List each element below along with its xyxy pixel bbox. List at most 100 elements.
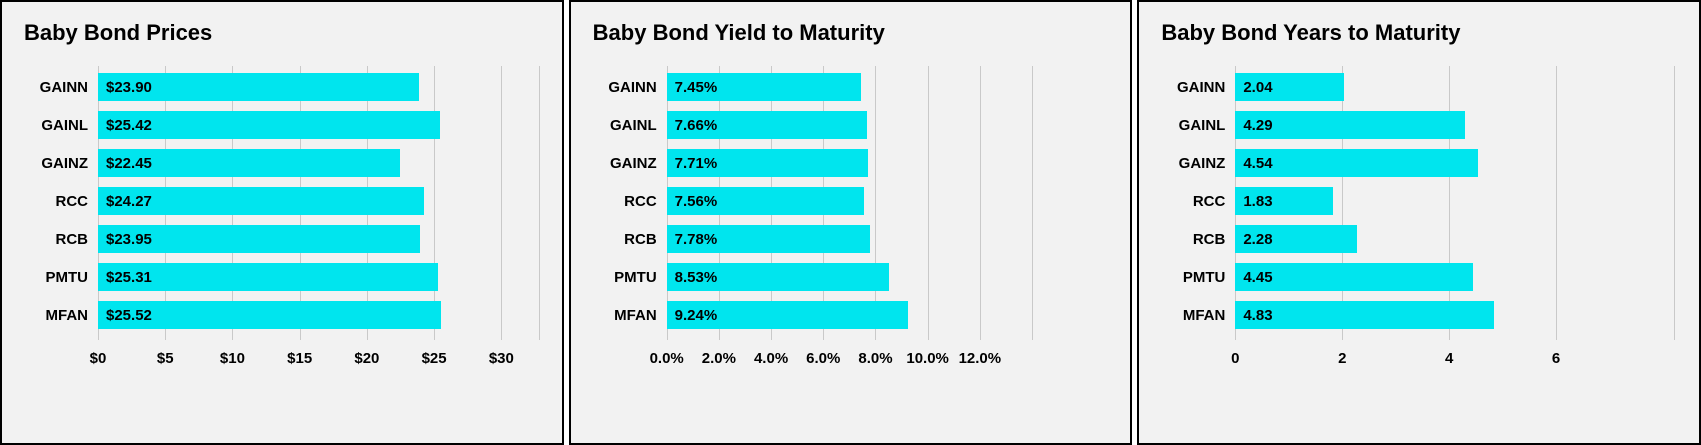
gridline xyxy=(927,66,929,341)
bar-row: GAINL 7.66% xyxy=(591,106,1111,144)
gridline xyxy=(538,66,540,341)
bar-track: $25.52 xyxy=(98,301,542,330)
bar-row: GAINN $23.90 xyxy=(22,68,542,106)
bar: $23.90 xyxy=(98,73,420,102)
bar-row: RCB 2.28 xyxy=(1159,220,1679,258)
bar-track: 7.78% xyxy=(666,225,1111,254)
bar-track: $25.42 xyxy=(98,111,542,140)
gridline xyxy=(1556,66,1558,341)
bar-track: 4.54 xyxy=(1235,149,1679,178)
bar-track: 1.83 xyxy=(1235,187,1679,216)
bar-value-label: 1.83 xyxy=(1243,192,1273,210)
bar-row: GAINZ 4.54 xyxy=(1159,144,1679,182)
bar-chart-yield: GAINN 7.45% GAINL 7.66% GAINZ 7.71% RCC 7.56% RC… xyxy=(591,66,1111,374)
bar-track: $23.90 xyxy=(98,73,542,102)
bar: $25.52 xyxy=(98,301,442,330)
bar: 4.83 xyxy=(1235,301,1494,330)
bar-track: 7.56% xyxy=(666,187,1111,216)
bar: 1.83 xyxy=(1235,187,1334,216)
x-axis-tick: 2 xyxy=(1338,350,1347,368)
x-axis-tick: $25 xyxy=(421,350,447,368)
chart-panel-prices: Baby Bond Prices GAINN $23.90 GAINL $25.42 G… xyxy=(0,0,564,445)
bar-row: RCC 1.83 xyxy=(1159,182,1679,220)
bar-row: MFAN 4.83 xyxy=(1159,296,1679,334)
bar-value-label: 7.56% xyxy=(674,192,718,210)
gridline xyxy=(979,66,981,341)
x-axis-tick: $15 xyxy=(287,350,313,368)
x-axis-tick: 0 xyxy=(1231,350,1240,368)
bar-value-label: 7.66% xyxy=(674,116,718,134)
bar-track: $22.45 xyxy=(98,149,542,178)
bar: $25.42 xyxy=(98,111,440,140)
gridline xyxy=(1032,66,1034,341)
category-label: RCC xyxy=(624,192,657,210)
bar-track: 7.66% xyxy=(666,111,1111,140)
category-label: RCC xyxy=(55,192,89,210)
x-axis-tick: $20 xyxy=(354,350,380,368)
x-axis-tick: $0 xyxy=(89,350,107,368)
x-axis-tick: 6 xyxy=(1551,350,1561,368)
bar-value-label: $24.27 xyxy=(106,192,152,210)
bar-track: 7.45% xyxy=(666,73,1111,102)
bar-row: GAINN 2.04 xyxy=(1159,68,1679,106)
category-label: GAINZ xyxy=(1178,154,1226,172)
category-label: RCB xyxy=(624,230,657,248)
bar-track: 9.24% xyxy=(666,301,1111,330)
category-label: PMTU xyxy=(1182,268,1226,286)
x-axis-tick: 10.0% xyxy=(906,350,949,368)
category-label: MFAN xyxy=(614,306,657,324)
x-axis-tick: 12.0% xyxy=(958,350,1002,368)
bar-value-label: 7.45% xyxy=(674,78,718,96)
bar: $23.95 xyxy=(98,225,420,254)
category-label: MFAN xyxy=(45,306,89,324)
bar-chart-years: GAINN 2.04 GAINL 4.29 GAINZ 4.54 RCC 1.83 RCB 2.2… xyxy=(1159,66,1679,374)
bar-track: 2.04 xyxy=(1235,73,1679,102)
bar-chart-prices: GAINN $23.90 GAINL $25.42 GAINZ $22.45 RCC $24.… xyxy=(22,66,542,374)
plot-area: GAINN $23.90 GAINL $25.42 GAINZ $22.45 RCC $24.… xyxy=(22,66,542,341)
bar: 4.45 xyxy=(1235,263,1474,292)
x-axis-tick: 4.0% xyxy=(753,350,789,368)
gridline xyxy=(501,66,503,341)
bar-row: PMTU 8.53% xyxy=(591,258,1111,296)
bar-track: 2.28 xyxy=(1235,225,1679,254)
category-label: GAINL xyxy=(1178,116,1226,134)
bar: 4.54 xyxy=(1235,149,1479,178)
plot-area: GAINN 7.45% GAINL 7.66% GAINZ 7.71% RCC 7.56% RC… xyxy=(591,66,1111,341)
bar-value-label: $22.45 xyxy=(106,154,152,172)
bar-track: $24.27 xyxy=(98,187,542,216)
bar-track: 7.71% xyxy=(666,149,1111,178)
bar: 7.56% xyxy=(666,187,864,216)
bar: 7.78% xyxy=(666,225,870,254)
bar-value-label: $25.42 xyxy=(106,116,152,134)
category-label: MFAN xyxy=(1182,306,1226,324)
bar-row: GAINZ 7.71% xyxy=(591,144,1111,182)
x-axis-tick: 6.0% xyxy=(806,350,841,368)
bar-row: RCC 7.56% xyxy=(591,182,1111,220)
bar-value-label: 2.28 xyxy=(1243,230,1273,248)
bar: 7.66% xyxy=(666,111,867,140)
x-axis-tick: 8.0% xyxy=(858,350,893,368)
x-axis-tick: 0.0% xyxy=(649,350,684,368)
bar-track: $25.31 xyxy=(98,263,542,292)
bar-value-label: 4.29 xyxy=(1243,116,1273,134)
bar-track: 4.83 xyxy=(1235,301,1679,330)
bar-value-label: 4.45 xyxy=(1243,268,1273,286)
bar-value-label: 8.53% xyxy=(674,268,718,286)
category-label: RCB xyxy=(55,230,89,248)
chart-title-prices: Baby Bond Prices xyxy=(24,20,213,45)
category-label: GAINL xyxy=(41,116,88,134)
bar-value-label: $25.52 xyxy=(106,306,152,324)
x-axis-tick: 4 xyxy=(1444,350,1454,368)
bar-row: RCB $23.95 xyxy=(22,220,542,258)
bar: 4.29 xyxy=(1235,111,1465,140)
bar-row: GAINL $25.42 xyxy=(22,106,542,144)
bar-row: GAINZ $22.45 xyxy=(22,144,542,182)
chart-panel-yield: Baby Bond Yield to Maturity GAINN 7.45% GA… xyxy=(568,0,1133,445)
gridline xyxy=(434,66,436,341)
bar-track: 8.53% xyxy=(666,263,1111,292)
bar: 2.04 xyxy=(1235,73,1345,102)
bar-row: MFAN 9.24% xyxy=(591,296,1111,334)
plot-area: GAINN 2.04 GAINL 4.29 GAINZ 4.54 RCC 1.83 RCB 2.2… xyxy=(1159,66,1679,341)
bar-row: RCB 7.78% xyxy=(591,220,1111,258)
